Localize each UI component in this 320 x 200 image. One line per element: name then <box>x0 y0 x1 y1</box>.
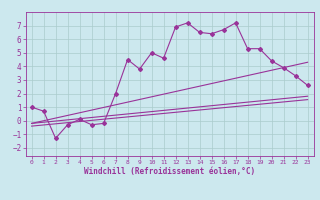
X-axis label: Windchill (Refroidissement éolien,°C): Windchill (Refroidissement éolien,°C) <box>84 167 255 176</box>
